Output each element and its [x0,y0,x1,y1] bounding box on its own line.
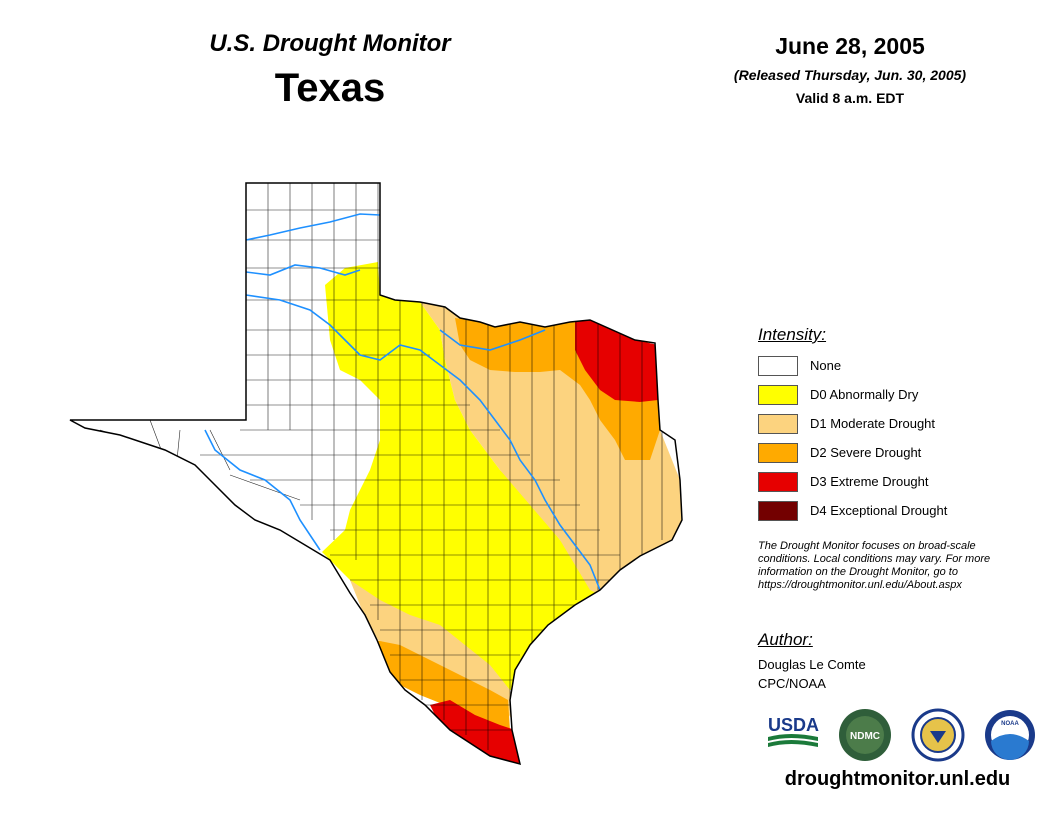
legend-label: D3 Extreme Drought [810,474,929,489]
legend-label: D0 Abnormally Dry [810,387,919,402]
rivers [204,213,601,591]
note-line: The Drought Monitor focuses on broad-sca… [758,540,976,552]
legend-label: D2 Severe Drought [810,445,922,460]
map-date: June 28, 2005 [775,33,925,59]
legend-swatch [758,414,798,434]
website-link[interactable]: droughtmonitor.unl.edu [784,768,1011,790]
d3-area-south [430,700,520,764]
legend-title: Intensity: [758,325,827,344]
note-line: conditions. Local conditions may vary. F… [758,553,991,565]
state-border [69,182,683,766]
svg-text:USDA: USDA [768,715,819,735]
release-date: (Released Thursday, Jun. 30, 2005) [733,67,967,83]
state-name: Texas [274,66,386,110]
legend-label: None [810,358,842,373]
author-title: Author: [758,630,813,649]
d2-area-south [375,640,510,730]
svg-text:NDMC: NDMC [850,731,880,742]
agency-logos: USDA NDMC NOAA [768,708,1035,762]
noaa-logo: NOAA [985,710,1035,760]
usda-logo: USDA [768,715,819,747]
drought-monitor-note: The Drought Monitor focuses on broad-sca… [758,540,1048,592]
svg-text:NOAA: NOAA [1001,721,1019,727]
legend-swatch [758,501,798,521]
ndmc-logo: NDMC [839,709,891,761]
note-line: https://droughtmonitor.unl.edu/About.asp… [758,579,962,591]
legend-label: D4 Exceptional Drought [810,503,948,518]
author-org: CPC/NOAA [758,676,826,691]
legend-swatch [758,443,798,463]
county-lines [99,183,663,750]
map-title: U.S. Drought Monitor [209,30,451,57]
legend-label: D1 Moderate Drought [810,416,936,431]
commerce-seal-logo [911,708,965,762]
texas-drought-map [69,182,683,766]
note-line: information on the Drought Monitor, go t… [758,566,958,578]
valid-time: Valid 8 a.m. EDT [795,90,905,106]
author-name: Douglas Le Comte [758,657,866,672]
legend-swatch [758,472,798,492]
legend-swatch [758,356,798,376]
legend-swatch [758,385,798,405]
